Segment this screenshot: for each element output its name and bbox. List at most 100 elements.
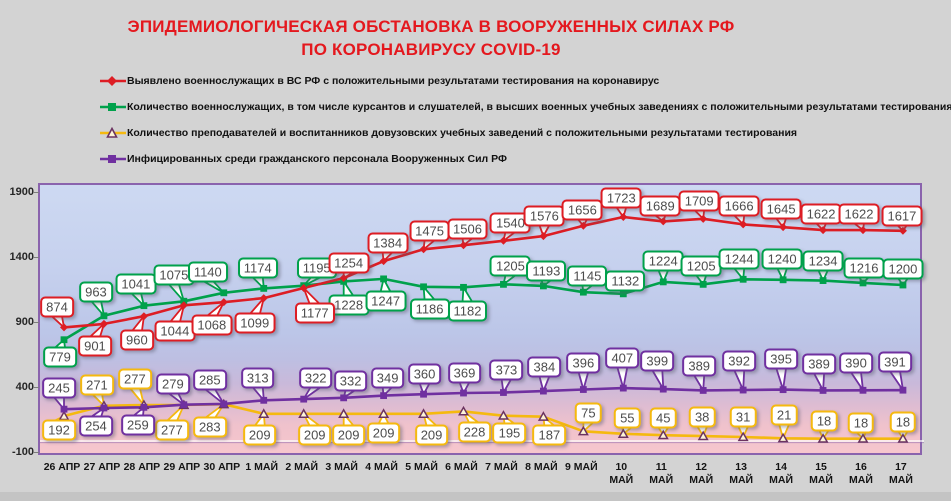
x-axis-label: 12 МАЙ xyxy=(689,461,714,486)
marker-triangle xyxy=(697,430,709,441)
y-axis-label: 400 xyxy=(15,381,34,393)
marker-square xyxy=(180,297,188,305)
marker-square xyxy=(779,386,787,394)
data-label: 1666 xyxy=(718,195,760,217)
legend-item-detected-servicemen: Выявлено военнослужащих в ВС РФ с положи… xyxy=(99,68,951,94)
marker-square xyxy=(619,384,627,392)
marker-diamond xyxy=(419,245,428,254)
marker-diamond xyxy=(659,217,668,226)
marker-diamond xyxy=(499,236,508,245)
marker-triangle xyxy=(857,433,869,443)
marker-diamond xyxy=(898,226,907,235)
data-label: 960 xyxy=(120,329,154,351)
x-axis-label: 3 МАЙ xyxy=(325,461,358,473)
data-label: 18 xyxy=(810,410,838,432)
legend: Выявлено военнослужащих в ВС РФ с положи… xyxy=(99,68,951,172)
chart-title-line2: ПО КОРОНАВИРУСУ COVID-19 xyxy=(301,40,561,59)
data-label: 392 xyxy=(722,350,756,372)
x-axis-label: 29 АПР xyxy=(163,461,201,473)
data-label: 384 xyxy=(527,356,562,378)
series-line-3 xyxy=(63,386,904,411)
x-axis-label: 27 АПР xyxy=(83,461,121,473)
legend-label: Количество преподавателей и воспитаннико… xyxy=(127,127,798,139)
marker-diamond xyxy=(99,319,108,328)
x-axis-label: 10 МАЙ xyxy=(609,461,634,486)
x-axis-label: 17 МАЙ xyxy=(888,461,913,486)
x-axis-label: 15 МАЙ xyxy=(809,461,833,486)
marker-diamond xyxy=(179,301,188,310)
y-axis-label: 1400 xyxy=(9,251,34,263)
x-axis-label: 5 МАЙ xyxy=(405,461,438,473)
marker-diamond xyxy=(619,213,628,222)
marker-diamond xyxy=(139,312,148,321)
data-label: 1068 xyxy=(191,314,233,336)
data-label: 228 xyxy=(457,421,492,443)
legend-label: Инфицированных среди гражданского персон… xyxy=(127,153,507,165)
data-label: 396 xyxy=(566,352,601,374)
data-label: 1506 xyxy=(447,218,488,240)
chart-title: ЭПИДЕМИОЛОГИЧЕСКАЯ ОБСТАНОВКА В ВООРУЖЕН… xyxy=(0,15,862,61)
data-label: 21 xyxy=(770,404,798,426)
data-label: 1205 xyxy=(489,255,531,277)
marker-triangle xyxy=(298,408,310,418)
x-axis-label: 16 МАЙ xyxy=(849,461,873,486)
marker-diamond xyxy=(579,221,588,230)
x-axis-label: 9 МАЙ xyxy=(565,461,598,473)
data-label: 38 xyxy=(688,406,716,428)
marker-triangle xyxy=(817,433,829,443)
data-label: 187 xyxy=(532,424,567,446)
data-label: 1656 xyxy=(561,199,603,221)
legend-label: Выявлено военнослужащих в ВС РФ с положи… xyxy=(127,75,660,87)
bottom-strip xyxy=(0,492,951,501)
x-axis-label: 8 МАЙ xyxy=(525,461,558,473)
y-axis-tick xyxy=(33,452,39,453)
data-label: 963 xyxy=(79,281,113,303)
marker-triangle xyxy=(737,431,749,442)
marker-diamond xyxy=(60,323,68,332)
data-label: 271 xyxy=(80,374,114,396)
data-label: 279 xyxy=(155,373,190,395)
marker-triangle xyxy=(897,433,909,443)
marker-square xyxy=(659,385,667,393)
data-label: 195 xyxy=(492,422,527,444)
y-axis-label: -100 xyxy=(11,446,34,458)
data-label: 1617 xyxy=(881,205,923,227)
marker-diamond xyxy=(339,273,348,282)
data-label: 277 xyxy=(154,419,189,441)
data-label: 1200 xyxy=(882,258,924,280)
data-label: 1475 xyxy=(409,220,451,242)
legend-marker-triangle-icon xyxy=(100,127,126,138)
marker-triangle xyxy=(58,410,70,421)
data-label: 779 xyxy=(43,346,77,368)
marker-diamond xyxy=(379,257,388,266)
marker-square xyxy=(380,392,387,400)
marker-square xyxy=(540,387,547,395)
plot-area: 192 271 277 277 283 209 209 209 209 209 228 195 187 7… xyxy=(38,183,924,455)
legend-label: Количество военнослужащих, в том числе к… xyxy=(127,101,951,113)
marker-triangle xyxy=(378,408,390,418)
data-label: 209 xyxy=(297,424,332,446)
data-label: 313 xyxy=(240,367,275,389)
marker-square xyxy=(220,400,228,408)
data-label: 192 xyxy=(42,419,76,441)
data-label: 1140 xyxy=(187,261,228,283)
marker-square xyxy=(699,280,707,288)
marker-diamond xyxy=(699,214,708,223)
marker-square xyxy=(899,281,907,289)
data-label: 1622 xyxy=(838,203,880,225)
marker-triangle xyxy=(537,411,549,421)
data-label: 399 xyxy=(640,350,675,372)
data-label: 1075 xyxy=(153,264,195,286)
marker-square xyxy=(460,389,467,397)
data-label: 31 xyxy=(729,406,757,428)
data-label: 283 xyxy=(192,416,227,438)
data-label: 75 xyxy=(575,402,602,424)
data-label: 395 xyxy=(764,348,798,370)
marker-square xyxy=(540,282,547,290)
marker-diamond xyxy=(299,283,308,292)
data-label: 373 xyxy=(489,359,524,380)
data-label: 277 xyxy=(118,368,152,390)
data-label: 245 xyxy=(42,377,76,399)
marker-square xyxy=(180,401,188,409)
data-label: 389 xyxy=(682,355,717,377)
